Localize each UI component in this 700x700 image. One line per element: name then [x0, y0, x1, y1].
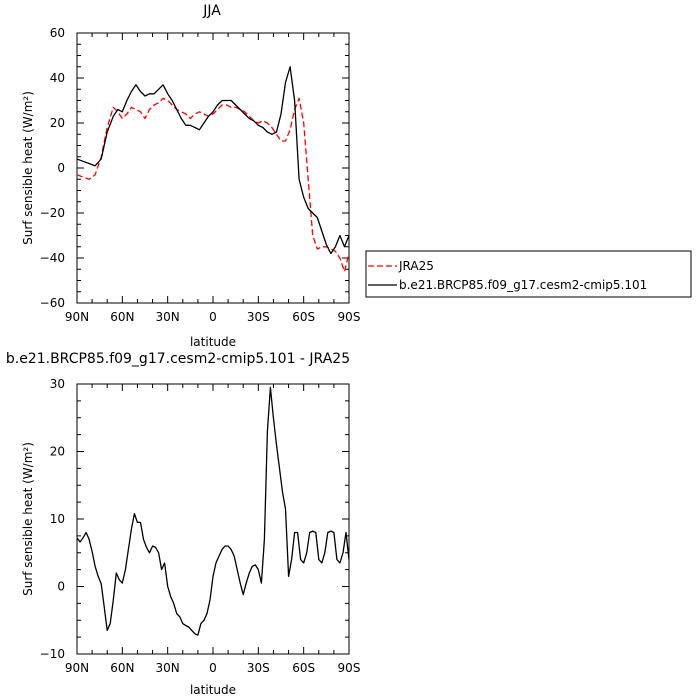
x-tick-label: 60S: [292, 661, 315, 675]
x-tick-label: 30N: [156, 310, 180, 324]
x-tick-label: 60N: [110, 661, 134, 675]
x-tick-label: 0: [209, 661, 217, 675]
x-axis-title: latitude: [190, 683, 236, 697]
y-tick-label: 60: [50, 26, 65, 40]
series-line: [76, 386, 350, 636]
legend-label-cesm2: b.e21.BRCP85.f09_g17.cesm2-cmip5.101: [399, 278, 647, 292]
series-layer: [76, 386, 350, 636]
y-tick-label: −60: [40, 296, 65, 310]
plot-area-frame: [76, 383, 350, 655]
y-tick-label: 10: [50, 512, 65, 526]
x-tick-label: 30N: [156, 661, 180, 675]
chart-title: b.e21.BRCP85.f09_g17.cesm2-cmip5.101 - J…: [6, 351, 350, 367]
legend-box: [365, 250, 692, 298]
y-tick-label: −20: [40, 206, 65, 220]
y-tick-label: 30: [50, 377, 65, 391]
y-tick-label: 20: [50, 116, 65, 130]
chart-panel-top: JJA Surf sensible heat (W/m²) latitude −…: [21, 3, 360, 349]
x-tick-label: 30S: [247, 310, 270, 324]
x-tick-label: 90S: [338, 310, 361, 324]
x-tick-label: 0: [209, 310, 217, 324]
y-axis-title: Surf sensible heat (W/m²): [21, 91, 35, 245]
y-axis-ticks: −60 −40 −20 0 20 40 60: [40, 26, 349, 310]
x-tick-label: 90N: [65, 310, 89, 324]
y-tick-label: 40: [50, 71, 65, 85]
chart-panel-bottom: b.e21.BRCP85.f09_g17.cesm2-cmip5.101 - J…: [6, 351, 361, 697]
series-line-jra25: [76, 97, 350, 273]
x-tick-label: 90N: [65, 661, 89, 675]
series-layer: [76, 66, 350, 273]
series-line-b-e21-brcp85-f09-g17-cesm2-cmip5-101: [76, 66, 350, 255]
x-tick-label: 60S: [292, 310, 315, 324]
chart-title: JJA: [202, 3, 221, 19]
y-tick-label: 0: [57, 580, 65, 594]
x-axis-ticks: 90N 60N 30N 0 30S 60S 90S: [65, 384, 361, 675]
x-axis-ticks: 90N 60N 30N 0 30S 60S 90S: [65, 33, 361, 324]
x-tick-label: 90S: [338, 661, 361, 675]
y-tick-label: −10: [40, 647, 65, 661]
legend-label-jra25: JRA25: [398, 259, 434, 273]
plot-area-frame: [76, 32, 350, 304]
y-tick-label: 20: [50, 445, 65, 459]
y-tick-label: 0: [57, 161, 65, 175]
y-axis-title: Surf sensible heat (W/m²): [21, 442, 35, 596]
y-tick-label: −40: [40, 251, 65, 265]
legend: JRA25 b.e21.BRCP85.f09_g17.cesm2-cmip5.1…: [365, 250, 692, 298]
x-tick-label: 30S: [247, 661, 270, 675]
y-axis-ticks: −10 0 10 20 30: [40, 377, 349, 661]
x-axis-title: latitude: [190, 335, 236, 349]
x-tick-label: 60N: [110, 310, 134, 324]
